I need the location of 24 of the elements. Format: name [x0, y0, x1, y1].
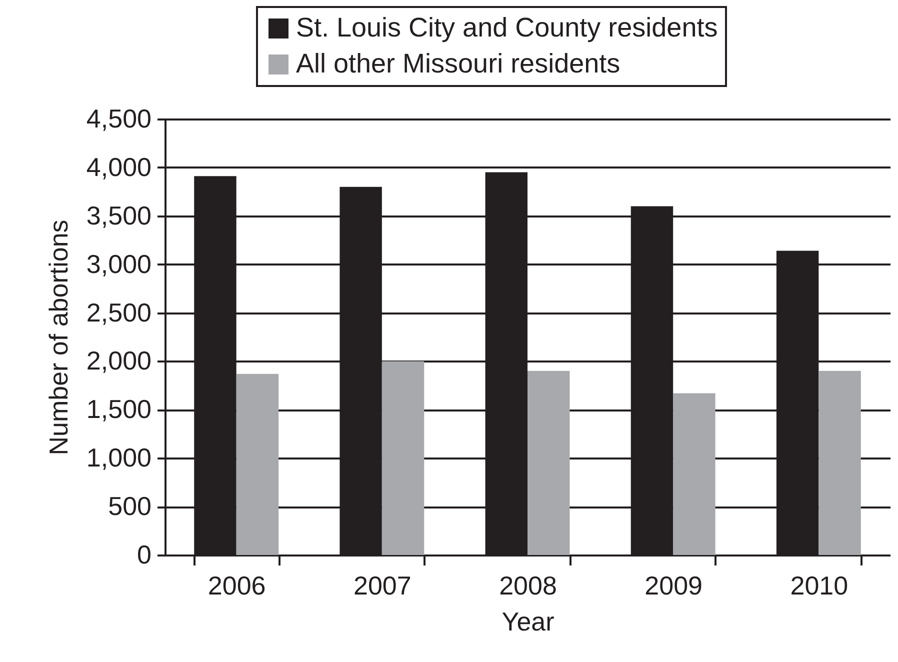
x-tick-label: 2008: [499, 570, 557, 600]
x-axis-title: Year: [502, 606, 555, 636]
x-tick-label: 2010: [790, 570, 848, 600]
y-tick-label: 1,000: [86, 442, 152, 473]
y-tick-label: 2,500: [86, 297, 152, 328]
y-axis-title: Number of abortions: [43, 220, 74, 456]
bar: [382, 361, 424, 555]
y-tick-label: 4,000: [86, 152, 152, 182]
bar: [528, 370, 570, 555]
y-tick-label: 0: [137, 540, 152, 570]
x-tick-label: 2007: [353, 570, 412, 600]
y-tick-label: 4,500: [86, 104, 152, 134]
x-tick-label: 2009: [644, 570, 703, 600]
y-tick-label: 3,500: [86, 200, 152, 230]
y-tick-label: 500: [108, 491, 152, 522]
bar: [673, 393, 716, 555]
y-tick-label: 1,500: [86, 394, 152, 424]
x-tick-label: 2006: [208, 570, 266, 600]
legend-label: St. Louis City and County residents: [296, 12, 718, 42]
bar: [236, 374, 279, 555]
y-tick-label: 2,000: [86, 346, 152, 376]
y-tick-label: 3,000: [86, 248, 152, 279]
legend-label: All other Missouri residents: [296, 48, 620, 78]
bar: [818, 370, 861, 555]
